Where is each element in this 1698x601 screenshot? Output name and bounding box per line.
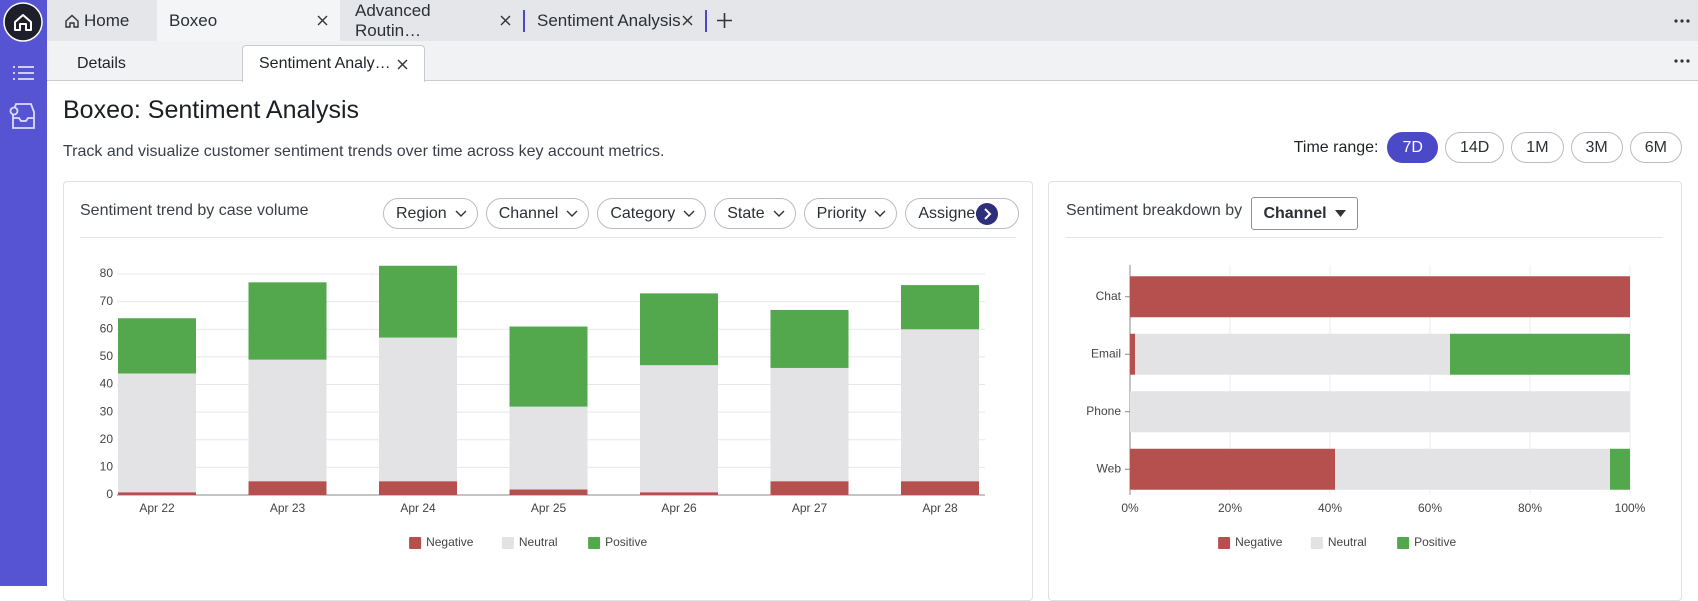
chart-title: Sentiment trend by case volume bbox=[80, 202, 309, 219]
sub-tab[interactable]: Details bbox=[61, 45, 142, 82]
sidebar-icons bbox=[3, 2, 43, 129]
filter[interactable]: Priority bbox=[803, 198, 898, 229]
tab[interactable]: Home bbox=[53, 0, 143, 41]
close-icon[interactable] bbox=[500, 15, 511, 26]
filter-label: Region bbox=[396, 204, 447, 222]
filter-label: Category bbox=[610, 204, 676, 222]
home-button[interactable] bbox=[3, 2, 43, 42]
tab-divider bbox=[705, 10, 707, 32]
filter-label: Priority bbox=[816, 204, 867, 222]
time-option[interactable]: 3M bbox=[1570, 132, 1623, 163]
tab-label: Sentiment Analysis bbox=[537, 10, 681, 30]
tab-bar: Home Boxeo Advanced Routin… Sentiment An… bbox=[47, 0, 1698, 41]
breakdown-card bbox=[1048, 181, 1682, 601]
divider bbox=[80, 237, 1016, 238]
filter-label: Channel bbox=[498, 204, 559, 222]
tab-divider bbox=[523, 10, 525, 32]
sidebar bbox=[0, 0, 47, 586]
home-icon bbox=[65, 14, 79, 28]
tab-label: Home bbox=[84, 10, 130, 30]
group-dropdown[interactable]: Channel bbox=[1251, 197, 1358, 230]
chart-title: Sentiment breakdown by bbox=[1066, 202, 1243, 219]
tab[interactable]: Sentiment Analysis bbox=[525, 0, 705, 41]
sub-tab-bar: Details Sentiment Analy… bbox=[47, 41, 1698, 82]
dropdown-label: Channel bbox=[1263, 204, 1327, 222]
close-icon[interactable] bbox=[682, 15, 693, 26]
close-icon[interactable] bbox=[397, 59, 408, 70]
sub-tab[interactable]: Sentiment Analy… bbox=[242, 45, 425, 82]
sub-tab-label: Sentiment Analy… bbox=[259, 55, 391, 72]
close-icon[interactable] bbox=[317, 15, 328, 26]
time-range: Time range: 7D 14D 1M 3M 6M bbox=[1294, 132, 1682, 163]
tab[interactable]: Advanced Routin… bbox=[343, 0, 523, 41]
time-option[interactable]: 7D bbox=[1387, 132, 1438, 163]
scroll-filters[interactable] bbox=[976, 203, 998, 225]
trend-card bbox=[63, 181, 1033, 601]
tab[interactable]: Boxeo bbox=[157, 0, 340, 41]
inbox-icon[interactable] bbox=[9, 103, 35, 129]
tab-label: Advanced Routin… bbox=[355, 0, 431, 40]
time-option[interactable]: 6M bbox=[1629, 132, 1682, 163]
sub-tab-label: Details bbox=[77, 54, 126, 72]
time-option[interactable]: 1M bbox=[1511, 132, 1564, 163]
time-option[interactable]: 14D bbox=[1444, 132, 1505, 163]
list-icon[interactable] bbox=[13, 66, 34, 80]
more-menu[interactable] bbox=[1674, 18, 1690, 24]
time-range-label: Time range: bbox=[1293, 138, 1379, 156]
add-tab[interactable] bbox=[717, 13, 732, 28]
filter[interactable]: Category bbox=[597, 198, 707, 229]
page-subtitle: Track and visualize customer sentiment t… bbox=[63, 143, 665, 160]
filters: Region Channel Category State Priority A… bbox=[383, 198, 1020, 229]
filter[interactable]: State bbox=[714, 198, 796, 229]
tab-label: Boxeo bbox=[169, 10, 218, 30]
filter-label: Assigned t bbox=[918, 204, 994, 222]
filter[interactable]: Channel bbox=[485, 198, 590, 229]
more-menu[interactable] bbox=[1674, 58, 1690, 64]
divider bbox=[1066, 237, 1663, 238]
page-title: Boxeo: Sentiment Analysis bbox=[63, 96, 359, 124]
filter[interactable]: Assigned t bbox=[905, 198, 1020, 229]
filter[interactable]: Region bbox=[383, 198, 478, 229]
filter-label: State bbox=[727, 204, 765, 222]
